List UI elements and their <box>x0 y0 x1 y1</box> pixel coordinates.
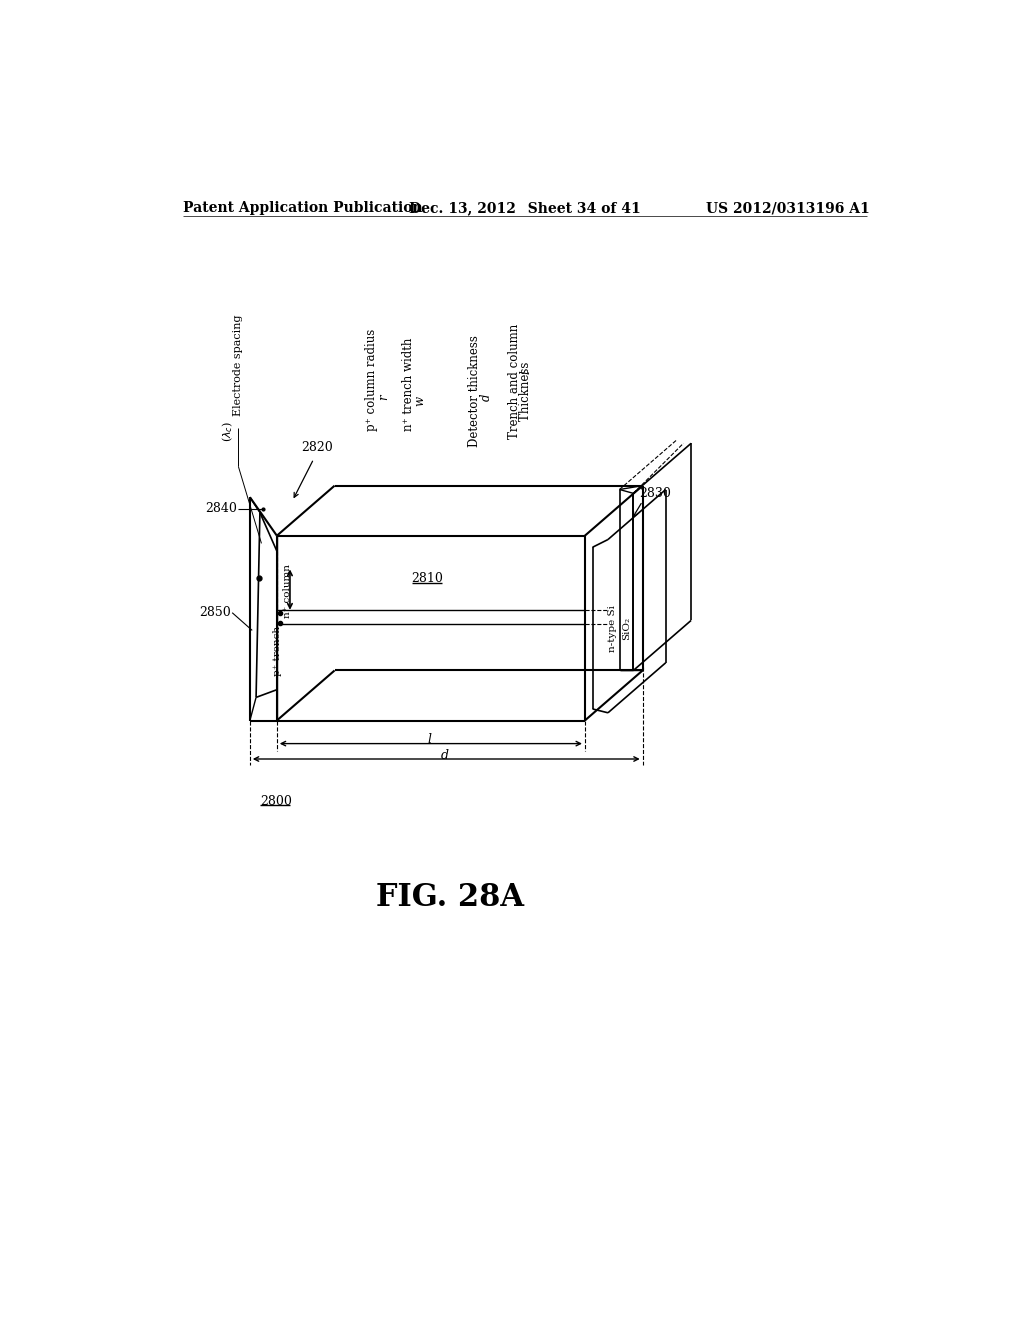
Text: 2850: 2850 <box>199 606 230 619</box>
Text: d: d <box>480 393 494 401</box>
Text: FIG. 28A: FIG. 28A <box>376 882 524 913</box>
Text: n-type Si: n-type Si <box>608 605 616 652</box>
Text: ($\lambda_c$): ($\lambda_c$) <box>220 421 234 442</box>
Text: l: l <box>427 733 431 746</box>
Text: p⁺ trench: p⁺ trench <box>273 626 282 676</box>
Text: SiO₂: SiO₂ <box>622 616 631 640</box>
Text: 2800: 2800 <box>260 795 292 808</box>
Text: 2840: 2840 <box>205 502 237 515</box>
Text: l: l <box>519 371 532 375</box>
Text: p⁺ column radius: p⁺ column radius <box>366 329 379 430</box>
Text: n⁺ column: n⁺ column <box>283 564 292 618</box>
Text: 2830: 2830 <box>639 487 671 500</box>
Text: Trench and column: Trench and column <box>508 325 521 440</box>
Text: d: d <box>440 748 449 762</box>
Text: w: w <box>413 396 426 407</box>
Text: Dec. 13, 2012  Sheet 34 of 41: Dec. 13, 2012 Sheet 34 of 41 <box>409 202 641 215</box>
Text: US 2012/0313196 A1: US 2012/0313196 A1 <box>706 202 869 215</box>
Text: Patent Application Publication: Patent Application Publication <box>183 202 423 215</box>
Text: Detector thickness: Detector thickness <box>468 331 481 447</box>
Text: Electrode spacing: Electrode spacing <box>233 315 244 416</box>
Text: 2820: 2820 <box>301 441 333 454</box>
Text: n⁺ trench width: n⁺ trench width <box>401 338 415 430</box>
Text: r: r <box>377 395 390 400</box>
Text: Thickness: Thickness <box>519 358 532 421</box>
Text: 2810: 2810 <box>412 572 443 585</box>
